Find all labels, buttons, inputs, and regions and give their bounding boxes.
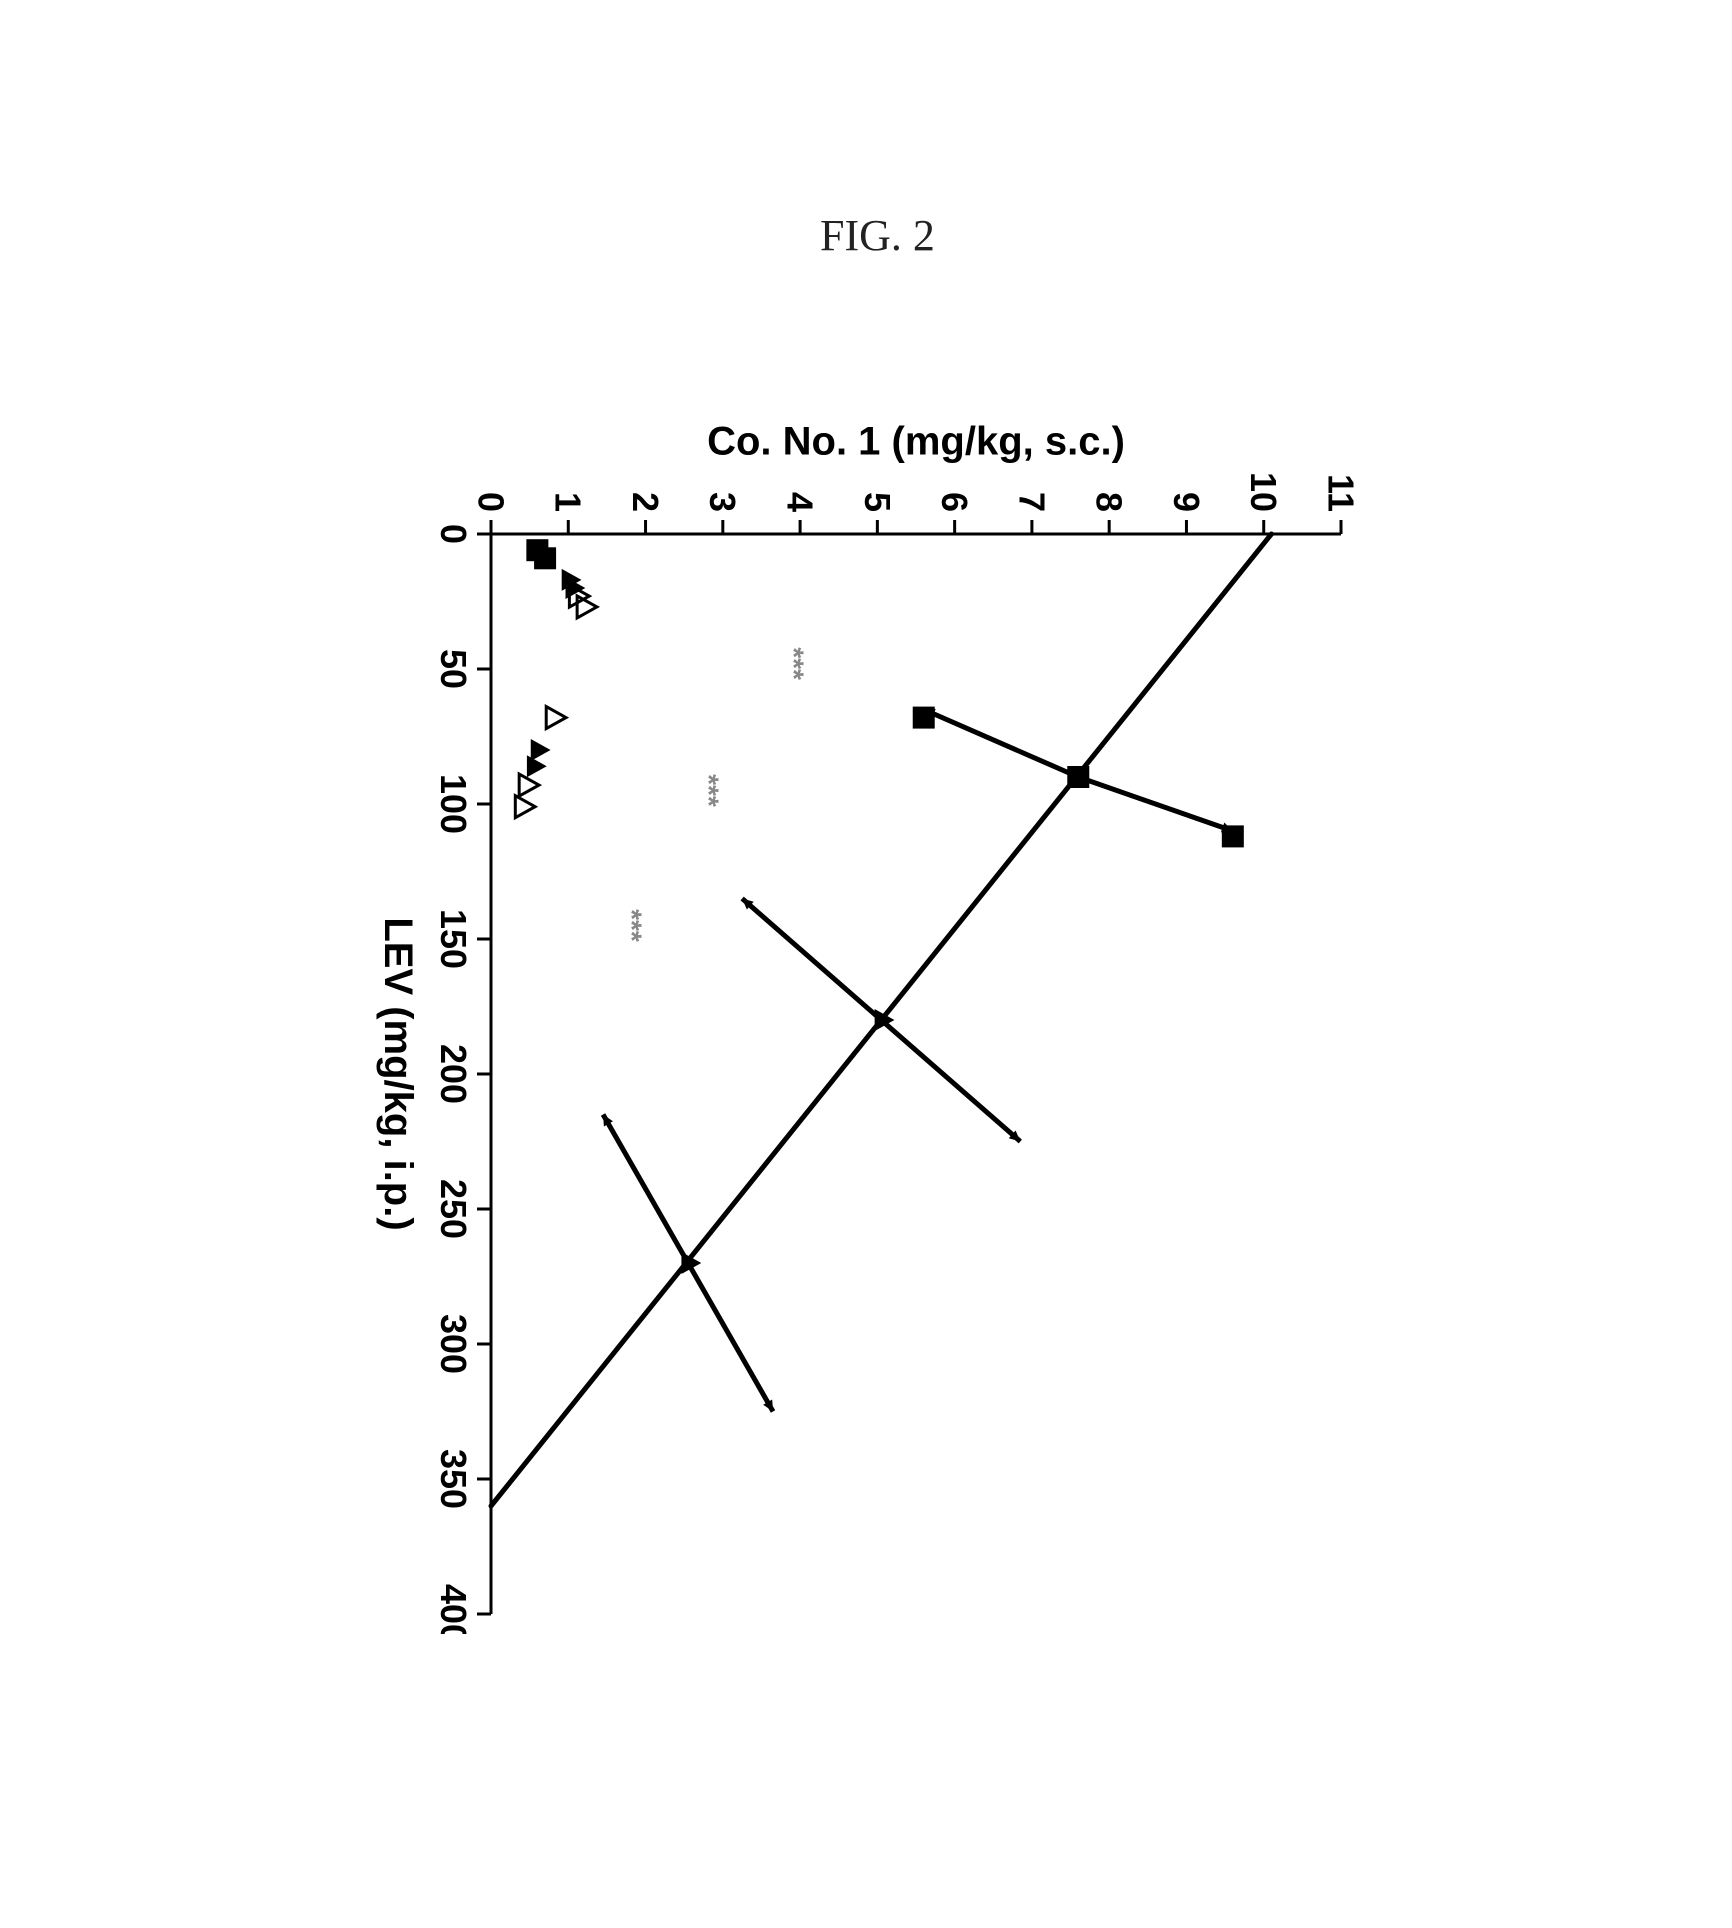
svg-text:100: 100 (433, 774, 474, 834)
svg-text:2: 2 (625, 492, 666, 512)
isobologram-chart: 0 50 100 150 200 250 300 350 400 0 1 2 3 4 5 6 7 8 9 10 11 LE… (371, 414, 1361, 1634)
svg-text:300: 300 (433, 1314, 474, 1374)
svg-text:0: 0 (470, 492, 511, 512)
svg-text:10: 10 (1243, 472, 1284, 512)
svg-text:LEV (mg/kg, i.p.): LEV (mg/kg, i.p.) (376, 917, 420, 1230)
svg-text:250: 250 (433, 1179, 474, 1239)
svg-text:7: 7 (1011, 492, 1052, 512)
svg-text:11: 11 (1320, 474, 1361, 512)
svg-text:350: 350 (433, 1449, 474, 1509)
svg-text:50: 50 (433, 649, 474, 689)
svg-text:0: 0 (433, 524, 474, 544)
svg-text:400: 400 (433, 1584, 474, 1634)
svg-text:***: *** (694, 774, 725, 807)
svg-text:150: 150 (433, 909, 474, 969)
svg-text:3: 3 (702, 492, 743, 512)
svg-text:9: 9 (1166, 492, 1207, 512)
svg-text:6: 6 (934, 492, 975, 512)
svg-text:8: 8 (1089, 492, 1130, 512)
svg-text:1: 1 (548, 492, 589, 512)
svg-text:***: *** (779, 647, 810, 680)
figure-canvas: FIG. 2 0 50 100 150 200 250 300 350 400 0 1 2 3 4 5 6 7 8… (0, 0, 1732, 1928)
svg-text:200: 200 (433, 1044, 474, 1104)
chart-container: 0 50 100 150 200 250 300 350 400 0 1 2 3 4 5 6 7 8 9 10 11 LE… (371, 414, 1361, 1634)
svg-text:4: 4 (779, 492, 820, 512)
svg-text:***: *** (616, 909, 647, 942)
figure-label: FIG. 2 (820, 210, 935, 261)
svg-text:Co. No. 1 (mg/kg, s.c.): Co. No. 1 (mg/kg, s.c.) (707, 419, 1125, 463)
svg-text:5: 5 (857, 492, 898, 512)
